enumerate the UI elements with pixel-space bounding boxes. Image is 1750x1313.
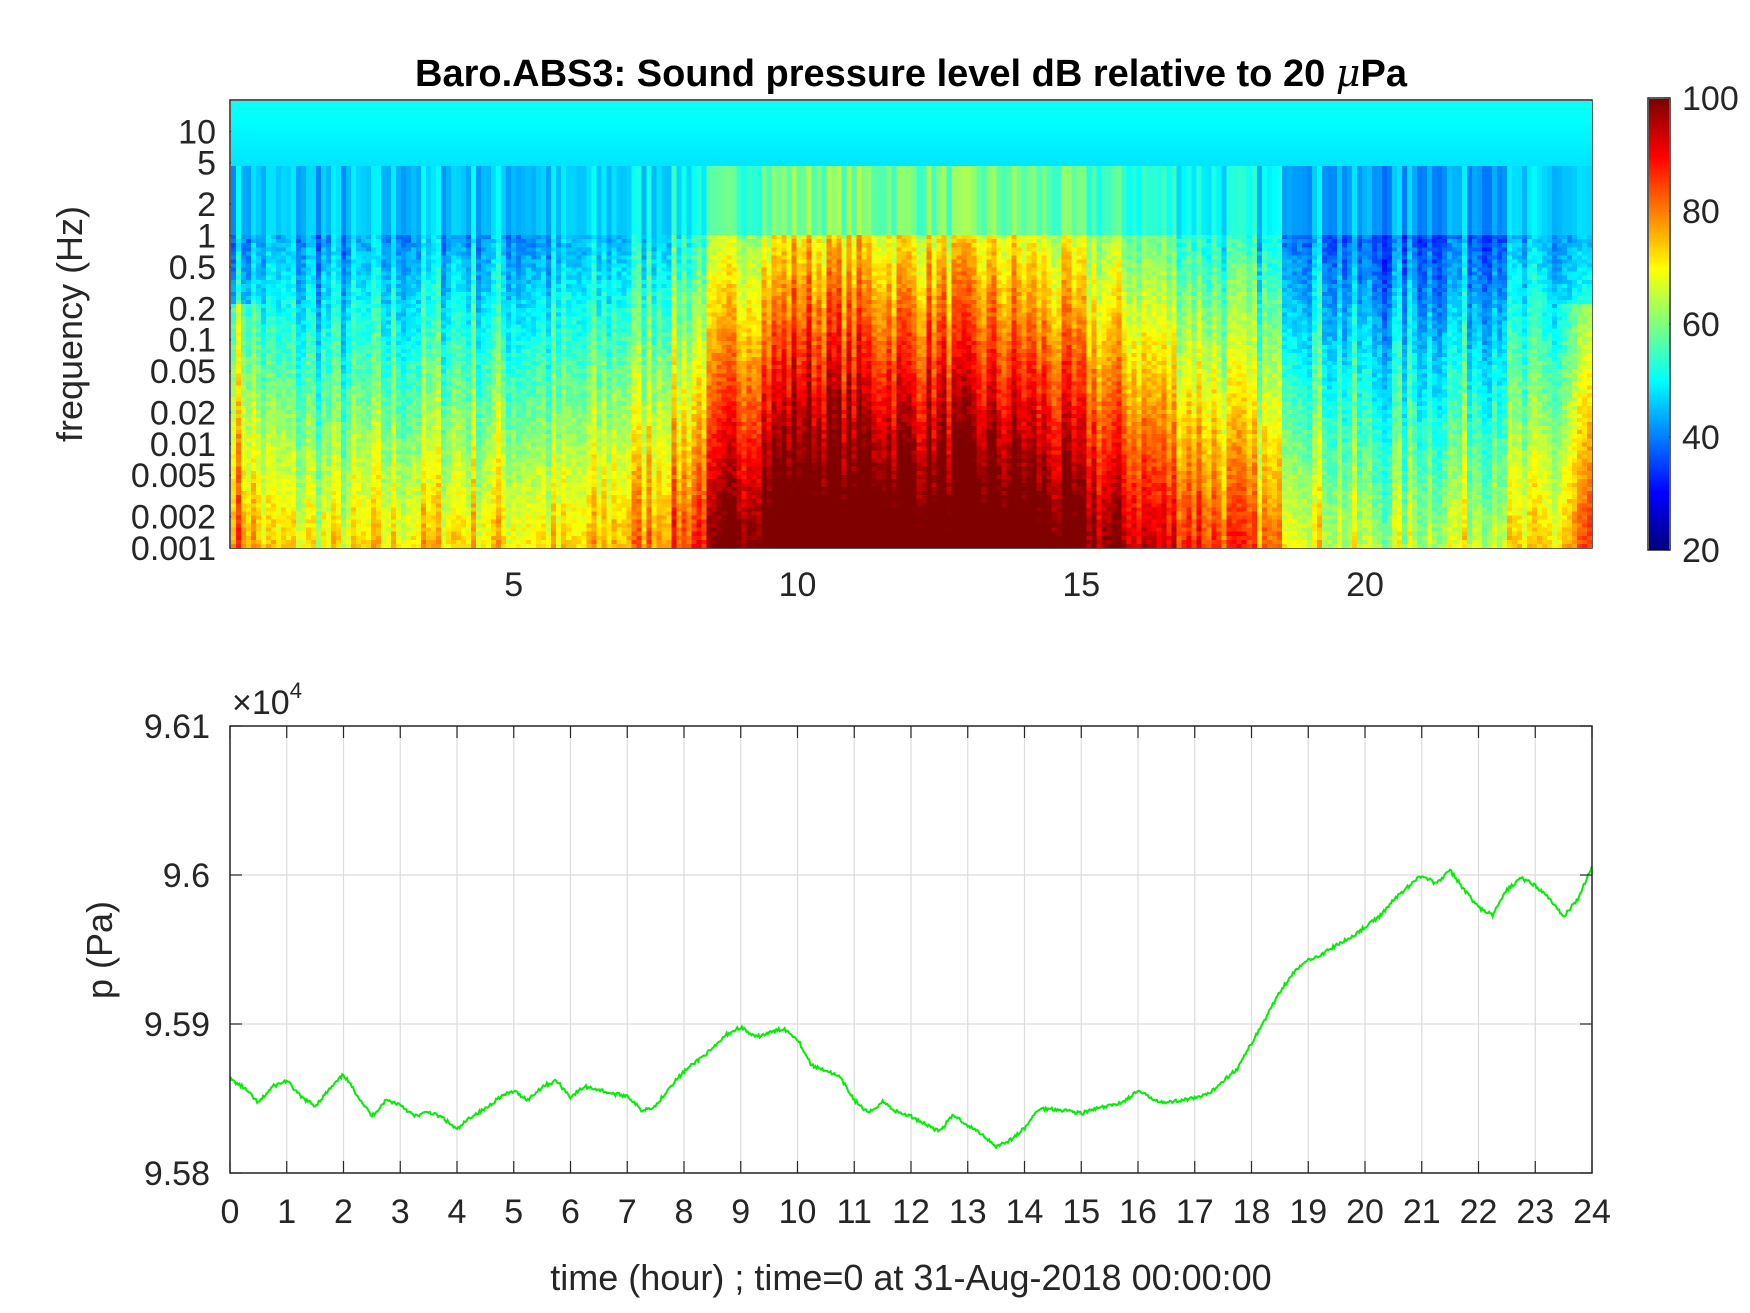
spectrogram-x-tick-label: 15	[1062, 566, 1100, 604]
pressure-x-tick-label: 18	[1233, 1193, 1271, 1231]
colorbar-tick-label: 100	[1682, 80, 1739, 118]
pressure-ylabel: p (Pa)	[79, 901, 120, 999]
pressure-xlabel: time (hour) ; time=0 at 31-Aug-2018 00:0…	[550, 1257, 1271, 1298]
spectrogram-ylabel: frequency (Hz)	[49, 206, 90, 442]
pressure-x-tick-label: 4	[448, 1193, 467, 1231]
spectrogram-y-tick-label: 0.01	[150, 426, 216, 464]
colorbar-tick-label: 40	[1682, 419, 1720, 457]
pressure-x-tick-label: 21	[1403, 1193, 1441, 1231]
pressure-x-tick-label: 14	[1006, 1193, 1044, 1231]
pressure-x-tick-label: 23	[1516, 1193, 1554, 1231]
pressure-x-tick-label: 5	[504, 1193, 523, 1231]
pressure-x-tick-label: 22	[1460, 1193, 1498, 1231]
pressure-x-tick-label: 24	[1573, 1193, 1611, 1231]
pressure-x-tick-label: 19	[1289, 1193, 1327, 1231]
spectrogram-x-tick-label: 10	[779, 566, 817, 604]
spectrogram-y-tick-label: 0.2	[169, 290, 216, 328]
pressure-x-tick-label: 7	[618, 1193, 637, 1231]
spectrogram-y-tick-label: 0.002	[131, 499, 216, 537]
colorbar-ticks: 20 40 60 80 100	[1664, 80, 1739, 570]
spectrogram-y-tick-label: 0.001	[131, 530, 216, 568]
pressure-x-tick-label: 8	[675, 1193, 694, 1231]
pressure-x-tick-label: 11	[837, 1193, 872, 1231]
spectrogram-y-tick-label: 0.02	[150, 394, 216, 432]
spectrogram-x-tick-label: 20	[1346, 566, 1384, 604]
pressure-x-tick-label: 10	[779, 1193, 817, 1231]
pressure-y-tick-label: 9.59	[144, 1006, 210, 1044]
spectrogram-y-tick-label: 0.005	[131, 457, 216, 495]
colorbar-tick-label: 20	[1682, 532, 1720, 570]
spectrogram-y-tick-label: 0.05	[150, 353, 216, 391]
spectrogram-y-tick-label: 0.1	[169, 322, 216, 360]
pressure-x-tick-label: 20	[1346, 1193, 1384, 1231]
pressure-y-ticks: 9.58 9.59 9.6 9.61	[144, 708, 1592, 1193]
pressure-y-tick-label: 9.61	[144, 708, 210, 746]
colorbar-gradient	[1649, 99, 1669, 550]
pressure-x-tick-label: 3	[391, 1193, 410, 1231]
pressure-x-tick-label: 1	[277, 1193, 296, 1231]
spectrogram-title: Baro.ABS3: Sound pressure level dB relat…	[415, 51, 1408, 95]
pressure-x-tick-label: 17	[1176, 1193, 1214, 1231]
spectrogram-y-tick-label: 1	[197, 218, 216, 256]
colorbar-frame	[1647, 97, 1671, 551]
pressure-y-tick-label: 9.6	[163, 857, 210, 895]
pressure-exponent-label: ×104	[232, 678, 302, 722]
spectrogram-x-tick-label: 5	[504, 566, 523, 604]
spectrogram-y-tick-label: 0.5	[169, 249, 216, 287]
spectrogram-y-tick-label: 2	[197, 186, 216, 224]
pressure-x-tick-label: 15	[1062, 1193, 1100, 1231]
pressure-x-tick-label: 16	[1119, 1193, 1157, 1231]
spectrogram-y-tick-label: 5	[197, 145, 216, 183]
pressure-x-tick-label: 12	[892, 1193, 930, 1231]
pressure-x-tick-label: 0	[221, 1193, 240, 1231]
spectrogram-frame	[229, 99, 1593, 549]
colorbar-tick-label: 80	[1682, 193, 1720, 231]
pressure-y-tick-label: 9.58	[144, 1155, 210, 1193]
pressure-grid	[229, 725, 1593, 1174]
spectrogram-heatmap	[231, 101, 1592, 548]
pressure-series-line	[229, 865, 1593, 1150]
pressure-x-tick-label: 2	[334, 1193, 353, 1231]
pressure-x-tick-label: 6	[561, 1193, 580, 1231]
pressure-x-tick-label: 9	[731, 1193, 750, 1231]
pressure-x-tick-label: 13	[949, 1193, 987, 1231]
colorbar-tick-label: 60	[1682, 306, 1720, 344]
spectrogram-y-tick-label: 10	[178, 113, 216, 151]
pressure-x-ticks: 0 1 2 3 4 5 6 7 8 9 10 11 12 13 14 15 16 17 18 19 20 21 22 23 24	[221, 726, 1611, 1231]
